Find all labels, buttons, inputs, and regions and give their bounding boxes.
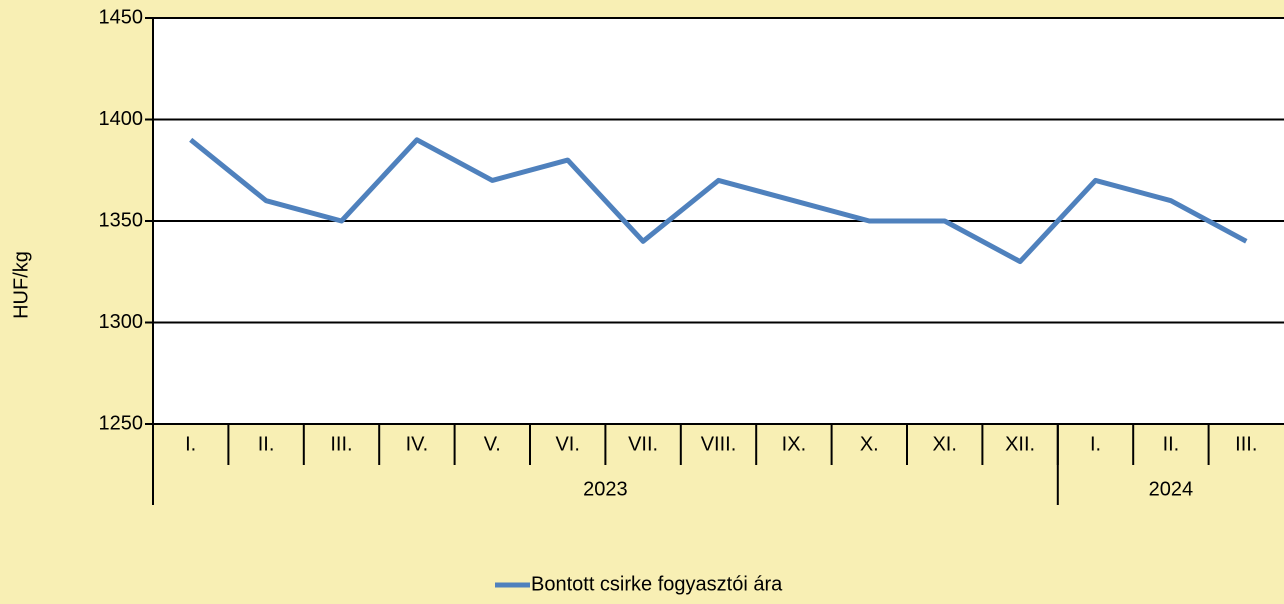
x-tick-label: VII.	[628, 433, 658, 455]
series-line	[189, 137, 1248, 265]
legend-label: Bontott csirke fogyasztói ára	[531, 573, 783, 595]
x-tick-label: V.	[484, 433, 501, 455]
y-tick-label: 1350	[99, 209, 144, 231]
x-tick-label: VIII.	[701, 433, 737, 455]
x-tick-label: II.	[258, 433, 275, 455]
x-tick-label: II.	[1163, 433, 1180, 455]
y-tick-label: 1450	[99, 6, 144, 28]
y-axis-label: HUF/kg	[10, 251, 32, 319]
x-tick-label: XII.	[1005, 433, 1035, 455]
x-tick-label: IV.	[406, 433, 429, 455]
group-label: 2023	[583, 478, 628, 500]
x-tick-label: IX.	[782, 433, 806, 455]
x-tick-label: XI.	[932, 433, 956, 455]
x-tick-label: I.	[1090, 433, 1101, 455]
x-tick-label: III.	[330, 433, 352, 455]
x-tick-label: X.	[860, 433, 879, 455]
y-tick-label: 1250	[99, 412, 144, 434]
y-tick-label: 1300	[99, 311, 144, 333]
y-tick-label: 1400	[99, 108, 144, 130]
x-tick-label: VI.	[555, 433, 579, 455]
x-tick-label: I.	[185, 433, 196, 455]
x-tick-label: III.	[1235, 433, 1257, 455]
group-label: 2024	[1149, 478, 1194, 500]
